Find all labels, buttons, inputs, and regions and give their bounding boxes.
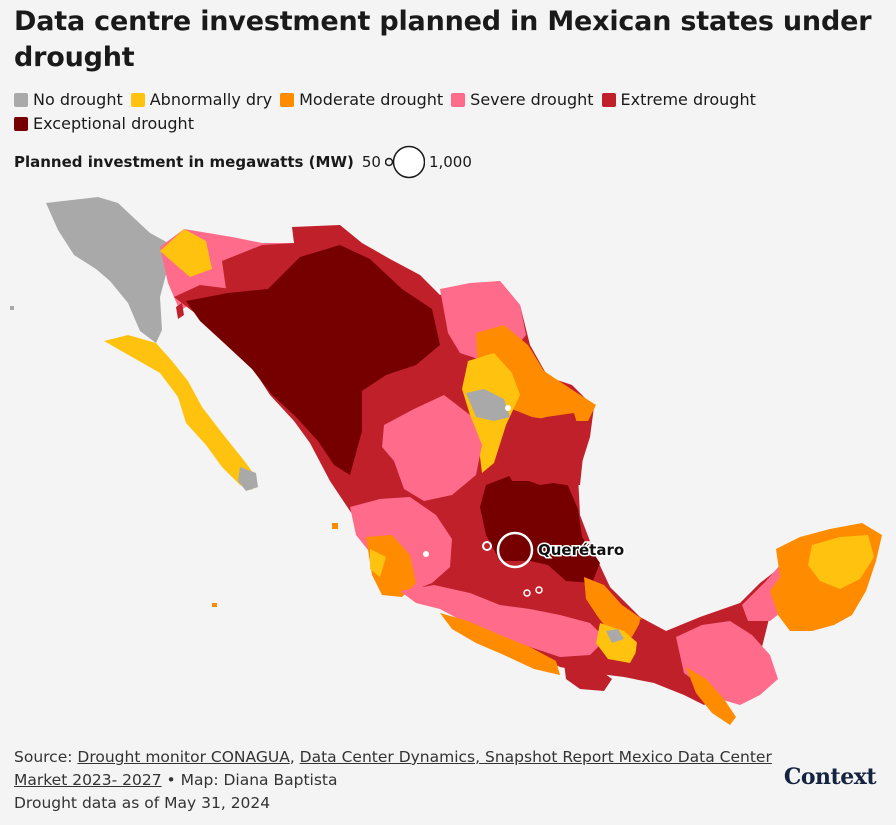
legend-label: Severe drought bbox=[470, 90, 594, 109]
investment-circle-queretaro[interactable] bbox=[496, 531, 534, 569]
exceptional-drought-northwest bbox=[186, 245, 440, 475]
source-separator: , bbox=[289, 748, 300, 766]
queretaro-label: Querétaro bbox=[538, 541, 624, 559]
legend-item-no-drought: No drought bbox=[14, 88, 123, 111]
legend-item-moderate-drought: Moderate drought bbox=[280, 88, 443, 111]
legend-swatch bbox=[14, 92, 28, 107]
data-date: Drought data as of May 31, 2024 bbox=[14, 794, 271, 812]
investment-circle-guanajuato[interactable] bbox=[482, 541, 492, 551]
legend-label: Moderate drought bbox=[299, 90, 444, 109]
colima-yellow bbox=[370, 549, 386, 577]
investment-circle-nuevo-leon[interactable] bbox=[505, 405, 511, 411]
chart-title: Data centre investment planned in Mexica… bbox=[14, 6, 872, 73]
tabasco-extreme bbox=[634, 619, 680, 683]
exceptional-drought-centre bbox=[480, 475, 600, 583]
context-logo: Context bbox=[783, 764, 877, 790]
footer: Source: Drought monitor CONAGUA, Data Ce… bbox=[14, 746, 774, 815]
monterrey-no-drought bbox=[466, 389, 510, 421]
size-legend-circles bbox=[384, 145, 425, 179]
yucatan-yellow bbox=[808, 535, 874, 589]
legend-item-extreme-drought: Extreme drought bbox=[601, 88, 756, 111]
legend-label: Abnormally dry bbox=[149, 90, 273, 109]
baja-south-tip bbox=[238, 467, 258, 491]
size-legend-max-label: 1,000 bbox=[428, 153, 472, 171]
map-credit: • Map: Diana Baptista bbox=[161, 771, 338, 789]
sonora-coast-yellow bbox=[160, 229, 212, 277]
legend-label: Extreme drought bbox=[620, 90, 756, 109]
size-legend: Planned investment in megawatts (MW) 50 … bbox=[14, 144, 472, 180]
island-revillagigedo bbox=[212, 603, 217, 607]
legend-swatch bbox=[280, 92, 295, 107]
michoacan-severe bbox=[400, 585, 606, 657]
legend-swatch bbox=[14, 116, 28, 131]
investment-circle-estado-de-mexico[interactable] bbox=[523, 589, 531, 597]
size-legend-min-label: 50 bbox=[361, 153, 381, 171]
nayarit-jalisco-severe bbox=[350, 497, 452, 591]
oaxaca-coast-extreme bbox=[564, 663, 612, 691]
size-legend-small-circle bbox=[384, 157, 394, 167]
source-link-dcd[interactable]: Data Center Dynamics, Snapshot Report Me… bbox=[14, 748, 772, 789]
investment-circle-jalisco[interactable] bbox=[423, 551, 429, 557]
guerrero-moderate bbox=[440, 613, 560, 675]
drought-legend: No drought Abnormally dry Moderate droug… bbox=[14, 88, 874, 135]
zacatecas-severe bbox=[382, 395, 482, 501]
legend-swatch bbox=[601, 92, 616, 107]
mexico-drought-map: Querétaro bbox=[10, 197, 882, 725]
chiapas-moderate bbox=[686, 667, 736, 725]
tamaulipas-extreme bbox=[500, 413, 584, 485]
oaxaca-no-drought bbox=[606, 629, 624, 643]
size-legend-large-circle bbox=[392, 145, 425, 179]
source-link-conagua[interactable]: Drought monitor CONAGUA bbox=[77, 748, 290, 766]
veracruz-moderate bbox=[584, 577, 642, 637]
legend-item-abnormally-dry: Abnormally dry bbox=[130, 88, 273, 111]
legend-label: No drought bbox=[33, 90, 123, 109]
footer-source: Source: Drought monitor CONAGUA, Data Ce… bbox=[14, 746, 774, 792]
legend-swatch bbox=[130, 92, 145, 107]
baja-california-sur bbox=[104, 335, 256, 490]
island-tiburon bbox=[176, 303, 184, 319]
jalisco-moderate bbox=[366, 535, 416, 597]
legend-swatch bbox=[451, 92, 466, 107]
baja-california-north bbox=[46, 197, 172, 343]
source-prefix: Source: bbox=[14, 748, 78, 766]
legend-item-severe-drought: Severe drought bbox=[451, 88, 594, 111]
island-pacific bbox=[332, 523, 338, 529]
size-legend-title: Planned investment in megawatts (MW) bbox=[14, 153, 354, 171]
legend-item-exceptional-drought: Exceptional drought bbox=[14, 112, 194, 135]
investment-circle-mexico-city[interactable] bbox=[535, 586, 543, 594]
island-guadalupe bbox=[10, 306, 14, 310]
legend-label: Exceptional drought bbox=[33, 114, 194, 133]
